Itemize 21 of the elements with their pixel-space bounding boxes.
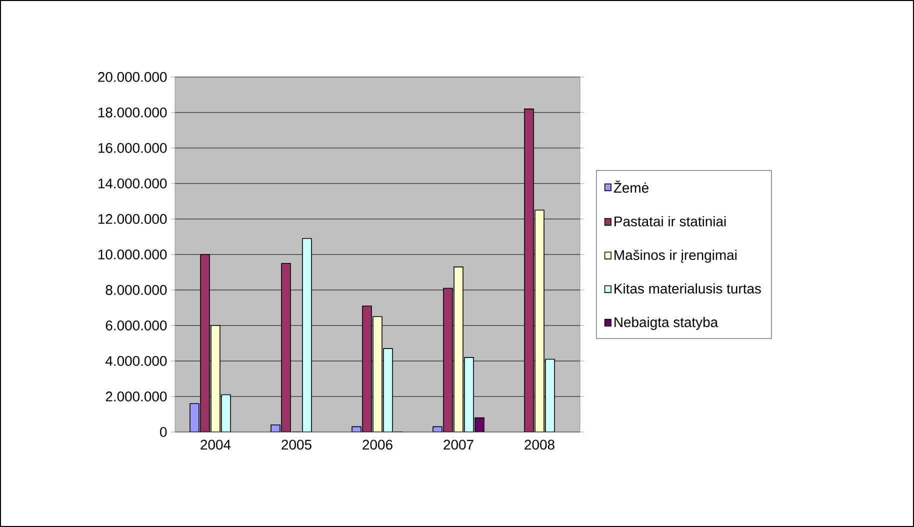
y-tick-label: 0 bbox=[160, 427, 167, 437]
y-tick-label: 18.000.000 bbox=[98, 108, 167, 118]
y-tick-label: 10.000.000 bbox=[98, 250, 167, 260]
y-tick-label: 16.000.000 bbox=[98, 143, 167, 153]
x-tick-label: 2006 bbox=[362, 440, 392, 450]
y-tick-label: 6.000.000 bbox=[106, 320, 167, 330]
y-tick-label: 14.000.000 bbox=[98, 178, 167, 188]
y-tick-label: 8.000.000 bbox=[106, 285, 167, 295]
y-tick-label: 12.000.000 bbox=[98, 214, 167, 224]
legend-label: Mašinos ir įrengimai bbox=[614, 250, 736, 263]
legend-label: Pastatai ir statiniai bbox=[614, 216, 726, 226]
y-tick-label: 20.000.000 bbox=[98, 72, 167, 82]
x-tick-label: 2007 bbox=[444, 440, 474, 450]
x-tick-label: 2004 bbox=[200, 440, 231, 450]
x-tick-label: 2005 bbox=[282, 440, 312, 450]
y-tick-label: 4.000.000 bbox=[105, 356, 167, 366]
legend-label: Žemė bbox=[614, 180, 648, 193]
legend-label: Kitas materialusis turtas bbox=[614, 283, 761, 294]
x-tick-label: 2008 bbox=[524, 440, 554, 450]
y-tick-label: 2.000.000 bbox=[106, 392, 167, 402]
legend-label: Nebaigta statyba bbox=[614, 316, 718, 330]
